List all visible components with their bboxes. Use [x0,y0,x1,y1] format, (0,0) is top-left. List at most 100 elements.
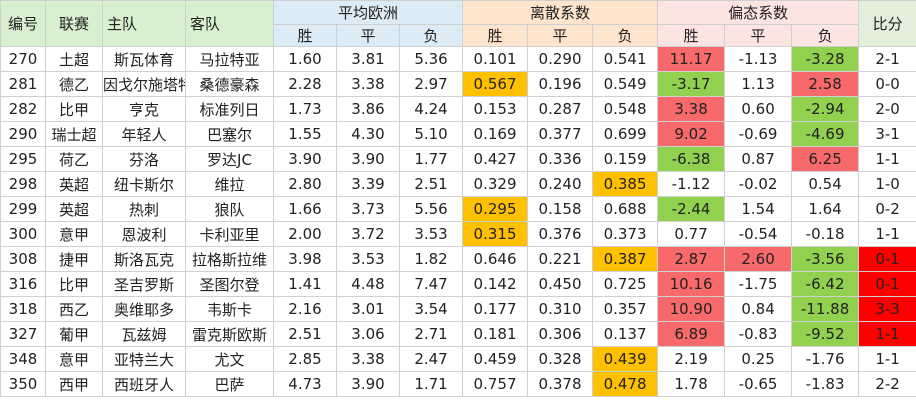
table-cell: 281 [0,71,46,97]
table-cell: 0.181 [462,321,529,347]
table-cell: 热刺 [102,196,186,222]
table-row: 295 荷乙 芬洛 罗达JC 3.90 3.90 1.77 0.427 0.336 0.159 -6… [0,146,916,172]
table-cell: -2.94 [791,96,860,122]
table-row: 281 德乙 因戈尔施塔特 桑德豪森 2.28 3.38 2.97 0.567 0.196 0.5… [0,71,916,97]
table-cell: 0.142 [462,271,529,297]
table-cell: 2.87 [657,246,726,272]
table-cell: 3.86 [336,96,400,122]
column-header: 联赛 [45,0,103,47]
table-cell: 荷乙 [45,146,103,172]
column-header: 离散系数 [462,0,659,25]
table-cell: 3.73 [336,196,400,222]
table-cell: 4.30 [336,121,400,147]
table-cell: 巴萨 [185,371,274,397]
table-cell: 1.82 [398,246,464,272]
table-cell: 年轻人 [102,121,186,147]
table-cell: 2.51 [273,321,337,347]
table-cell: 1-1 [858,321,916,347]
table-cell: -9.52 [791,321,860,347]
table-cell: 1.78 [657,371,726,397]
table-cell: 0.688 [592,196,659,222]
table-row: 299 英超 热刺 狼队 1.66 3.73 5.56 0.295 0.158 0.688 -2.4… [0,196,916,222]
table-cell: 9.02 [657,121,726,147]
table-cell: 马拉特亚 [185,46,274,72]
table-cell: 葡甲 [45,321,103,347]
table-cell: 斯洛瓦克 [102,246,186,272]
table-cell: 4.73 [273,371,337,397]
table-cell: 2-0 [858,96,916,122]
table-cell: 0.196 [527,71,594,97]
table-cell: 芬洛 [102,146,186,172]
table-cell: 1.41 [273,271,337,297]
table-cell: 1.60 [273,46,337,72]
table-row: 327 葡甲 瓦兹姆 雷克斯欧斯 2.51 3.06 2.71 0.181 0.306 0.137… [0,321,916,347]
table-cell: 5.10 [398,121,464,147]
table-cell: 3.53 [398,221,464,247]
table-cell: 0.549 [592,71,659,97]
table-cell: 0.329 [462,171,529,197]
table-cell: 2.60 [724,246,793,272]
table-cell: 西乙 [45,296,103,322]
table-cell: 0.77 [657,221,726,247]
table-cell: 5.36 [398,46,464,72]
table-cell: 捷甲 [45,246,103,272]
table-cell: 300 [0,221,46,247]
table-cell: 282 [0,96,46,122]
table-cell: 0-1 [858,246,916,272]
table-cell: 1.54 [724,196,793,222]
table-cell: 316 [0,271,46,297]
table-cell: 3.06 [336,321,400,347]
table-row: 270 土超 斯瓦体育 马拉特亚 1.60 3.81 5.36 0.101 0.290 0.541… [0,46,916,72]
table-cell: 3.38 [336,346,400,372]
table-cell: 拉格斯拉维 [185,246,274,272]
table-cell: 0.377 [527,121,594,147]
table-cell: 2.16 [273,296,337,322]
table-cell: 0.357 [592,296,659,322]
table-cell: 1-1 [858,146,916,172]
table-cell: 0.287 [527,96,594,122]
table-cell: 0.387 [592,246,659,272]
table-cell: 斯瓦体育 [102,46,186,72]
table-cell: 3.38 [657,96,726,122]
table-cell: 意甲 [45,346,103,372]
table-cell: 因戈尔施塔特 [102,71,186,97]
table-cell: 瓦兹姆 [102,321,186,347]
table-cell: 0.478 [592,371,659,397]
table-cell: 3.38 [336,71,400,97]
column-subheader: 负 [592,24,659,47]
table-cell: 270 [0,46,46,72]
column-header: 编号 [0,0,46,47]
table-cell: -1.75 [724,271,793,297]
table-cell: 2.51 [398,171,464,197]
column-subheader: 胜 [273,24,337,47]
table-cell: 2.80 [273,171,337,197]
table-cell: 0.385 [592,171,659,197]
table-cell: 0-0 [858,71,916,97]
table-cell: 0.221 [527,246,594,272]
table-cell: -0.02 [724,171,793,197]
table-cell: 0.240 [527,171,594,197]
table-cell: 318 [0,296,46,322]
table-cell: 327 [0,321,46,347]
table-cell: -11.88 [791,296,860,322]
table-cell: 0.295 [462,196,529,222]
table-cell: 7.47 [398,271,464,297]
table-cell: 1.73 [273,96,337,122]
table-cell: 韦斯卡 [185,296,274,322]
table-cell: 0.84 [724,296,793,322]
table-row: 316 比甲 圣吉罗斯 圣图尔登 1.41 4.48 7.47 0.142 0.450 0.725… [0,271,916,297]
table-cell: -4.69 [791,121,860,147]
table-cell: 0.336 [527,146,594,172]
table-cell: 1-1 [858,221,916,247]
column-subheader: 负 [398,24,464,47]
table-cell: 0.541 [592,46,659,72]
table-cell: 0.757 [462,371,529,397]
table-cell: 意甲 [45,221,103,247]
table-cell: 罗达JC [185,146,274,172]
table-cell: 2.71 [398,321,464,347]
table-cell: 比甲 [45,96,103,122]
table-cell: 295 [0,146,46,172]
table-cell: 0.25 [724,346,793,372]
